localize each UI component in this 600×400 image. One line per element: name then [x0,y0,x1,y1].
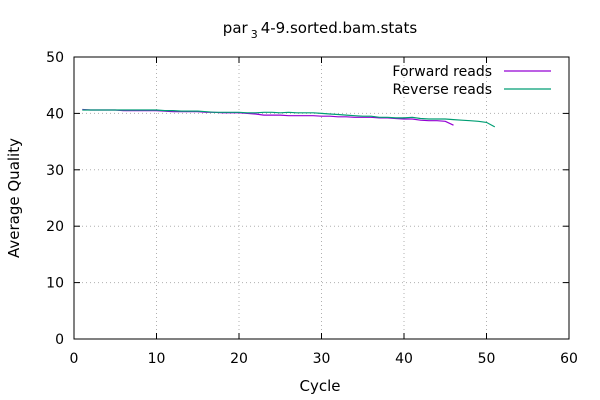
x-tick-label: 50 [478,351,496,367]
y-tick-label: 10 [46,276,64,292]
chart-title: par 3 4-9.sorted.bam.stats [223,19,418,41]
x-tick-label: 20 [230,351,248,367]
legend-label: Forward reads [392,64,492,80]
x-tick-label: 0 [70,351,79,367]
x-tick-label: 10 [148,351,166,367]
series-line-reverse-reads [82,109,496,128]
legend-label: Reverse reads [392,82,492,98]
y-tick-label: 50 [46,50,64,66]
grid-lines [74,57,569,339]
y-axis-label: Average Quality [5,138,23,258]
title-subscript: 3 [251,28,258,41]
axis-ticks: 0 10 20 30 40 50 60 0 10 20 30 40 50 [46,50,578,367]
series-lines [82,108,496,128]
x-tick-label: 40 [395,351,413,367]
y-tick-label: 0 [55,332,64,348]
x-tick-label: 60 [560,351,578,367]
x-axis-label: Cycle [300,377,341,395]
y-tick-label: 20 [46,219,64,235]
y-tick-label: 40 [46,106,64,122]
x-tick-label: 30 [313,351,331,367]
title-suffix: 4-9.sorted.bam.stats [261,19,418,37]
y-tick-label: 30 [46,163,64,179]
title-prefix: par [223,19,249,37]
legend: Forward reads Reverse reads [392,64,551,98]
